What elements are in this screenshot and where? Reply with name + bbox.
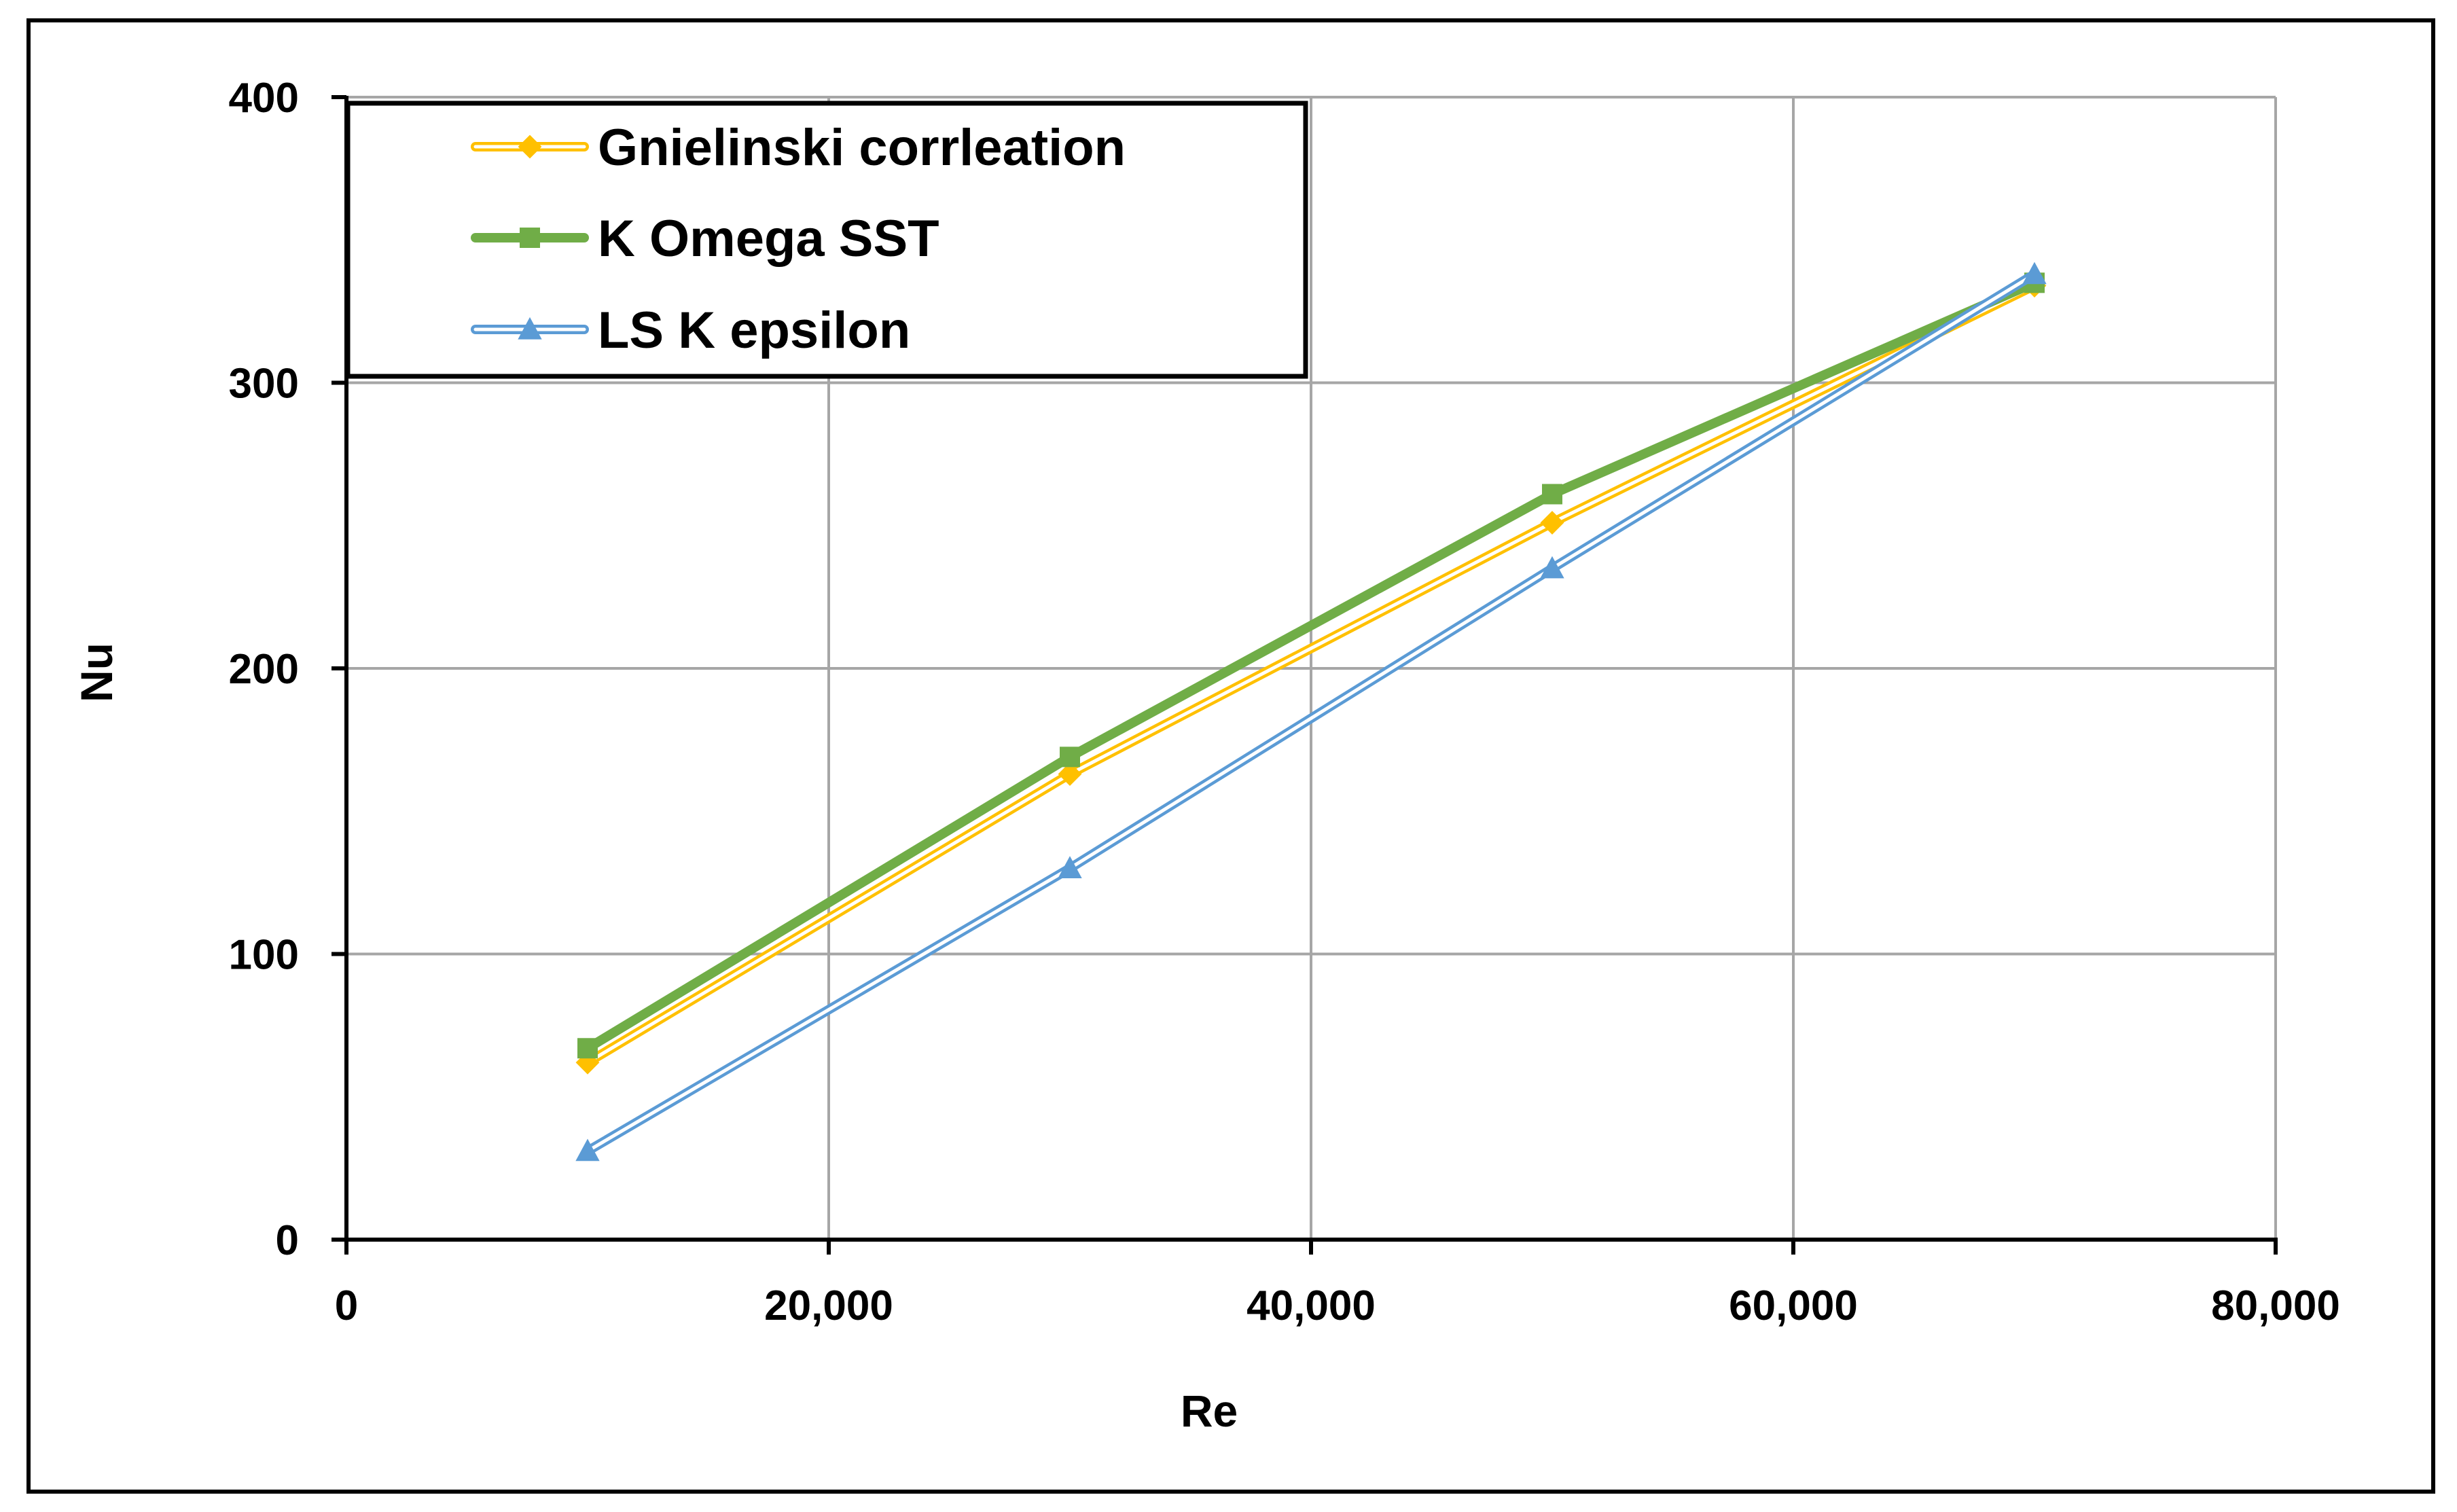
x-tick-label: 20,000 (764, 1282, 893, 1329)
legend-marker (518, 134, 542, 159)
legend: Gnielinski corrleation K Omega SST LS K ep… (345, 101, 1308, 379)
x-tick-label: 40,000 (1247, 1282, 1376, 1329)
data-point (1058, 856, 1082, 878)
chart-frame (26, 18, 2435, 1494)
data-point (1540, 511, 1564, 535)
series-layer (575, 262, 2047, 1162)
data-point (577, 1038, 598, 1059)
legend-label: LS K epsilon (598, 302, 910, 359)
x-axis-title: Re (1181, 1386, 1238, 1436)
y-tick-label: 200 (229, 646, 299, 693)
legend-marker (518, 317, 542, 340)
legend-entry: LS K epsilon (471, 302, 910, 359)
tick-labels: 0 100 200 300 400 0 20,000 40,000 60,000 80,000 (229, 75, 2340, 1329)
legend-entry: K Omega SST (471, 210, 939, 268)
data-point (1058, 762, 1082, 786)
series-line-inner (586, 284, 2037, 1064)
x-tick-label: 60,000 (1729, 1282, 1858, 1329)
x-tick-label: 80,000 (2211, 1282, 2340, 1329)
legend-entry: Gnielinski corrleation (471, 119, 1126, 177)
series-2 (575, 262, 2047, 1162)
y-tick-label: 400 (229, 75, 299, 122)
data-point (575, 1138, 600, 1162)
data-point (1542, 484, 1562, 505)
legend-label: Gnielinski corrleation (598, 119, 1126, 177)
data-point (2022, 262, 2047, 285)
series-line-inner (586, 272, 2037, 1153)
y-tick-label: 300 (229, 361, 299, 408)
y-axis-title: Nu (71, 643, 122, 702)
legend-label: K Omega SST (598, 210, 939, 268)
x-tick-label: 0 (335, 1282, 358, 1329)
data-point (1060, 746, 1080, 768)
y-tick-label: 0 (276, 1217, 299, 1264)
y-tick-label: 100 (229, 932, 299, 979)
series-line (583, 278, 2039, 1054)
data-point (1540, 556, 1564, 579)
legend-marker (520, 228, 540, 248)
